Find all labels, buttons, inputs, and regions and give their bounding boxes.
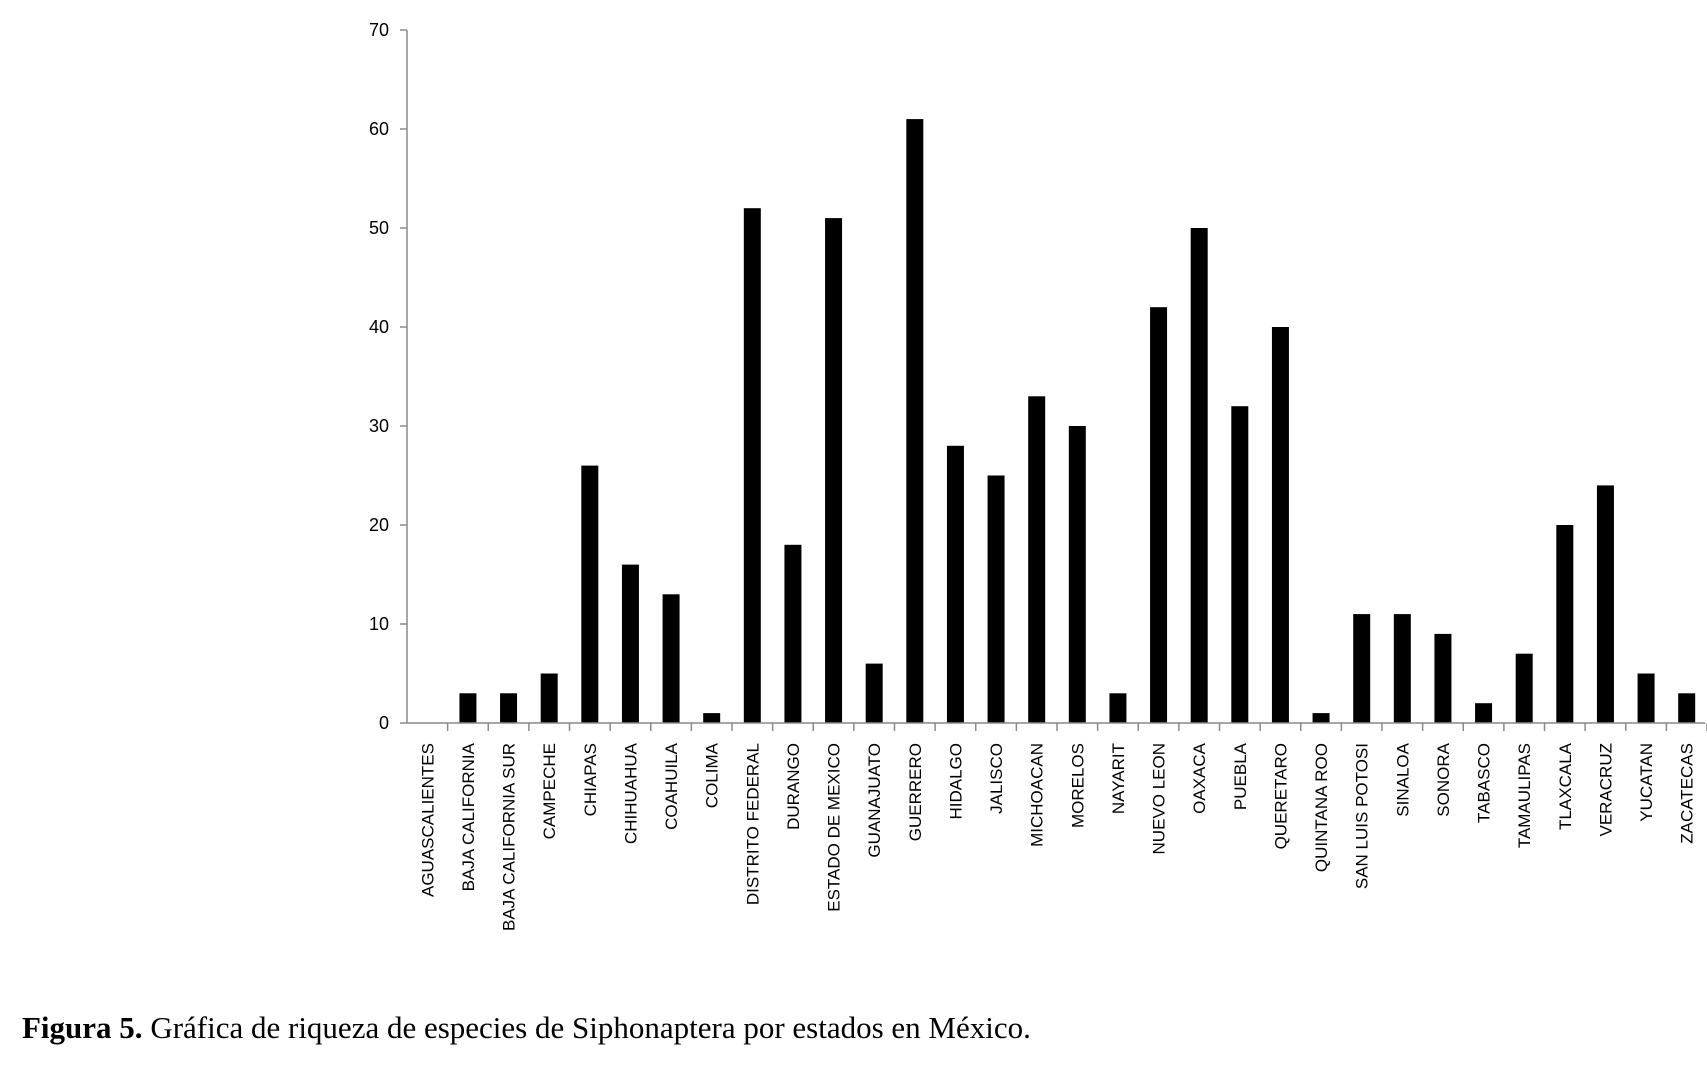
bars [459, 119, 1696, 724]
bar [459, 693, 477, 723]
x-tick-label: CHIAPAS [581, 743, 600, 816]
bar [906, 119, 924, 724]
x-tick-label: PUEBLA [1231, 742, 1250, 810]
y-tick-label: 20 [369, 515, 389, 535]
bar [1353, 614, 1371, 723]
x-tick-label: VERACRUZ [1596, 743, 1615, 837]
x-tick-label: AGUASCALIENTES [418, 743, 437, 897]
x-tick-label: BAJA CALIFORNIA SUR [500, 743, 519, 931]
bar [987, 475, 1005, 723]
x-tick-label: COLIMA [703, 742, 722, 808]
x-tick-label: TABASCO [1475, 743, 1494, 823]
bar [621, 564, 639, 723]
x-tick-label: JALISCO [987, 743, 1006, 814]
x-tick-label: TLAXCALA [1556, 742, 1575, 830]
x-tick-label: YUCATAN [1637, 743, 1656, 822]
x-tick-label: ESTADO DE MEXICO [825, 743, 844, 912]
x-tick-label: GUANAJUATO [865, 743, 884, 858]
bar [1556, 525, 1574, 723]
x-tick-label: GUERRERO [906, 743, 925, 841]
x-tick-label: TAMAULIPAS [1515, 743, 1534, 848]
x-tick-label: MICHOACAN [1028, 743, 1047, 847]
x-tick-label: QUERETARO [1271, 743, 1290, 849]
bar [1312, 713, 1330, 723]
y-tick-label: 10 [369, 614, 389, 634]
x-tick-label: SONORA [1434, 742, 1453, 816]
bar [784, 544, 802, 723]
x-tick-label: SAN LUIS POTOSI [1353, 743, 1372, 889]
y-tick-label: 50 [369, 218, 389, 238]
bar [1190, 228, 1208, 723]
x-tick-label: OAXACA [1190, 742, 1209, 814]
bar [662, 594, 680, 723]
x-tick-label: DISTRITO FEDERAL [743, 743, 762, 905]
bar [1028, 396, 1046, 723]
x-tick-label: SINALOA [1393, 742, 1412, 816]
x-tick-label: NUEVO LEON [1150, 743, 1169, 854]
figure-caption-label: Figura 5. [22, 1010, 143, 1045]
bar [1393, 614, 1411, 723]
bar [581, 465, 599, 723]
bar [500, 693, 518, 723]
y-tick-label: 70 [369, 20, 389, 40]
bar [1150, 307, 1168, 723]
y-tick-label: 30 [369, 416, 389, 436]
y-tick-label: 40 [369, 317, 389, 337]
bar [1596, 485, 1614, 723]
y-tick-label: 60 [369, 119, 389, 139]
x-tick-label: ZACATECAS [1678, 743, 1697, 844]
bar [1434, 633, 1452, 723]
x-tick-label: MORELOS [1068, 743, 1087, 828]
bar [743, 208, 761, 723]
bar [865, 663, 883, 723]
bar [1637, 673, 1655, 723]
x-tick-label: HIDALGO [946, 743, 965, 820]
bar [946, 445, 964, 723]
x-axis: AGUASCALIENTES BAJA CALIFORNIA BAJA CALIFO… [407, 722, 1707, 931]
bar [1109, 693, 1127, 723]
x-tick-label: NAYARIT [1109, 743, 1128, 814]
x-tick-label: COAHUILA [662, 742, 681, 830]
y-axis: 0 10 20 30 40 50 60 70 [369, 20, 408, 733]
bar [1475, 703, 1493, 723]
figure-caption-text: Gráfica de riqueza de especies de Siphon… [142, 1010, 1031, 1045]
bar [1515, 653, 1533, 723]
x-tick-label: BAJA CALIFORNIA [459, 742, 478, 891]
bar [1271, 327, 1289, 723]
bar [703, 713, 721, 723]
x-tick-label: CAMPECHE [540, 743, 559, 839]
bar-chart: 0 10 20 30 40 50 60 70 AGUASCALIENTES BAJA CALIF… [369, 20, 1707, 931]
bar [540, 673, 558, 723]
bar [825, 218, 843, 723]
x-tick-label: CHIHUAHUA [621, 742, 640, 844]
y-tick-label: 0 [379, 713, 389, 733]
figure-caption: Figura 5. Gráfica de riqueza de especies… [22, 1010, 1031, 1046]
bar [1068, 426, 1086, 723]
bar [1678, 693, 1696, 723]
x-tick-label: QUINTANA ROO [1312, 743, 1331, 872]
bar [1231, 406, 1249, 723]
x-tick-label: DURANGO [784, 743, 803, 830]
